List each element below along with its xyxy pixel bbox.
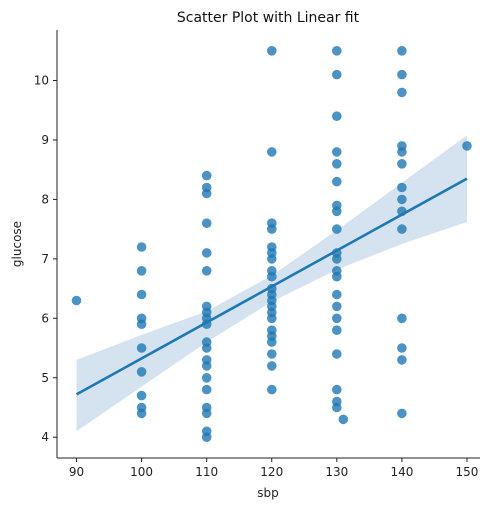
data-point — [267, 46, 277, 56]
data-point — [332, 224, 342, 234]
data-point — [332, 176, 342, 187]
data-point — [332, 349, 342, 359]
data-point — [136, 242, 147, 252]
y-axis-label: glucose — [10, 221, 24, 267]
data-point — [267, 147, 277, 157]
data-point — [136, 343, 147, 353]
y-tick-label: 6 — [41, 311, 49, 325]
data-point — [267, 384, 277, 395]
data-point — [397, 147, 407, 157]
x-tick-label: 120 — [260, 465, 283, 479]
confidence-band-layer — [76, 135, 467, 432]
fit-line — [75, 177, 468, 396]
data-point — [267, 224, 277, 234]
data-point — [332, 46, 342, 56]
data-point — [397, 69, 407, 80]
x-ticks: 90 100 110 120 130 140 150 — [69, 458, 479, 479]
data-point — [136, 367, 147, 377]
data-point — [136, 390, 147, 401]
data-point — [332, 159, 342, 169]
data-point — [397, 182, 407, 193]
x-tick-label: 130 — [325, 465, 348, 479]
x-axis-label: sbp — [257, 486, 279, 500]
data-point — [136, 266, 147, 276]
data-point — [332, 384, 342, 395]
data-point — [332, 289, 342, 300]
fit-line-layer — [75, 177, 468, 396]
data-point — [332, 111, 342, 121]
x-tick-label: 90 — [69, 465, 84, 479]
points-layer — [71, 46, 472, 443]
data-point — [267, 361, 277, 371]
data-point — [332, 147, 342, 157]
data-point — [136, 289, 147, 300]
data-point — [267, 349, 277, 359]
x-tick-label: 110 — [195, 465, 218, 479]
data-point — [201, 361, 212, 371]
data-point — [201, 432, 212, 443]
data-point — [136, 319, 147, 330]
x-tick-label: 100 — [130, 465, 153, 479]
data-point — [397, 224, 407, 234]
data-point — [201, 408, 212, 419]
y-tick-label: 8 — [41, 192, 49, 206]
data-point — [267, 337, 277, 347]
x-tick-label: 140 — [390, 465, 413, 479]
data-point — [332, 254, 342, 264]
data-point — [267, 254, 277, 264]
y-ticks: 4 5 6 7 8 9 10 — [34, 74, 57, 444]
data-point — [462, 141, 472, 151]
data-point — [332, 206, 342, 217]
data-point — [332, 402, 342, 413]
y-tick-label: 9 — [41, 133, 49, 147]
data-point — [201, 343, 212, 353]
data-point — [332, 271, 342, 282]
data-point — [201, 170, 212, 181]
data-point — [332, 313, 342, 324]
data-point — [201, 218, 212, 228]
data-point — [397, 408, 407, 419]
data-point — [201, 248, 212, 258]
data-point — [267, 271, 277, 282]
data-point — [332, 69, 342, 80]
data-point — [201, 373, 212, 383]
data-point — [397, 194, 407, 205]
data-point — [397, 46, 407, 56]
data-point — [201, 188, 212, 199]
data-point — [136, 408, 147, 419]
y-tick-label: 5 — [41, 371, 49, 385]
y-tick-label: 10 — [34, 74, 49, 88]
data-point — [397, 87, 407, 98]
data-point — [338, 414, 349, 425]
data-point — [201, 266, 212, 276]
data-point — [267, 313, 277, 324]
data-point — [332, 301, 342, 312]
y-tick-label: 4 — [41, 430, 49, 444]
confidence-band — [76, 135, 467, 432]
chart-title: Scatter Plot with Linear fit — [177, 10, 360, 26]
y-tick-label: 7 — [41, 252, 49, 266]
data-point — [332, 325, 342, 336]
data-point — [397, 313, 407, 324]
data-point — [201, 384, 212, 395]
x-tick-label: 150 — [456, 465, 479, 479]
data-point — [397, 343, 407, 353]
data-point — [71, 295, 82, 306]
data-point — [397, 355, 407, 365]
data-point — [397, 159, 407, 169]
